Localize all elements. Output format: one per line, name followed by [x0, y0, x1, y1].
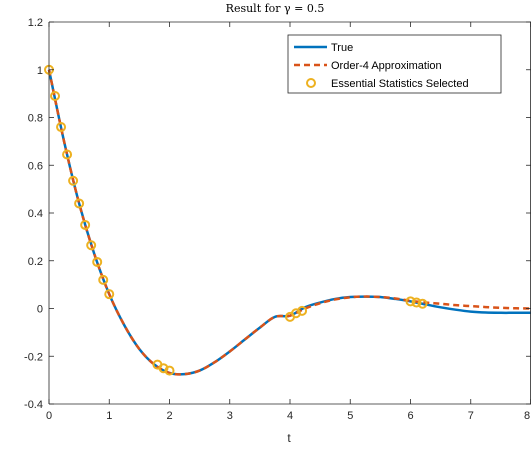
point-2-17 — [405, 296, 416, 307]
point-2-1 — [50, 91, 61, 102]
series-line-1 — [47, 69, 531, 376]
point-2-7 — [86, 240, 97, 251]
y-tick-label-4: 0.4 — [28, 208, 43, 220]
x-tick-label-5: 5 — [347, 410, 353, 422]
legend: True Order-4 Approximation Essential Sta… — [287, 34, 502, 94]
point-2-3 — [62, 149, 73, 160]
legend-label-stats: Essential Statistics Selected — [331, 78, 469, 90]
x-tick-label-6: 6 — [407, 410, 413, 422]
legend-box — [287, 34, 502, 94]
y-tick-label-7: 1 — [37, 65, 43, 77]
point-2-15 — [291, 308, 302, 319]
y-tick-label-1: -0.2 — [24, 351, 43, 363]
x-tick-label-7: 7 — [468, 410, 474, 422]
x-tick-label-8: 8 — [524, 410, 530, 422]
point-2-6 — [80, 219, 91, 230]
x-tick-label-2: 2 — [166, 410, 172, 422]
axis-layer: 0 1 2 3 4 5 6 7 8 -0.4 -0.2 0 0.2 0.4 0.6 0.8 1 1.2 — [24, 17, 531, 422]
point-2-4 — [68, 175, 79, 186]
point-2-2 — [56, 122, 67, 133]
point-2-13 — [164, 365, 175, 376]
point-2-16 — [297, 305, 308, 316]
x-tick-label-4: 4 — [287, 410, 293, 422]
legend-label-true: True — [331, 42, 353, 54]
y-tick-label-2: 0 — [37, 304, 43, 316]
y-tick-label-0: -0.4 — [24, 399, 43, 411]
x-tick-label-0: 0 — [46, 410, 52, 422]
point-2-18 — [411, 297, 422, 308]
legend-marker-stats — [306, 78, 316, 88]
point-2-12 — [158, 363, 169, 374]
x-tick-label-1: 1 — [106, 410, 112, 422]
x-tick-label-3: 3 — [227, 410, 233, 422]
point-2-10 — [104, 289, 115, 300]
y-tick-label-6: 0.8 — [28, 113, 43, 125]
y-tick-label-5: 0.6 — [28, 160, 43, 172]
point-2-5 — [74, 198, 85, 209]
y-tick-label-8: 1.2 — [28, 17, 43, 29]
y-tick-label-3: 0.2 — [28, 256, 43, 268]
point-2-9 — [98, 274, 109, 285]
point-2-8 — [92, 256, 103, 267]
point-2-19 — [417, 298, 428, 309]
legend-label-approx: Order-4 Approximation — [331, 60, 442, 72]
chart-title: Result for γ = 0.5 — [226, 2, 325, 15]
x-axis-label: t — [287, 431, 291, 445]
